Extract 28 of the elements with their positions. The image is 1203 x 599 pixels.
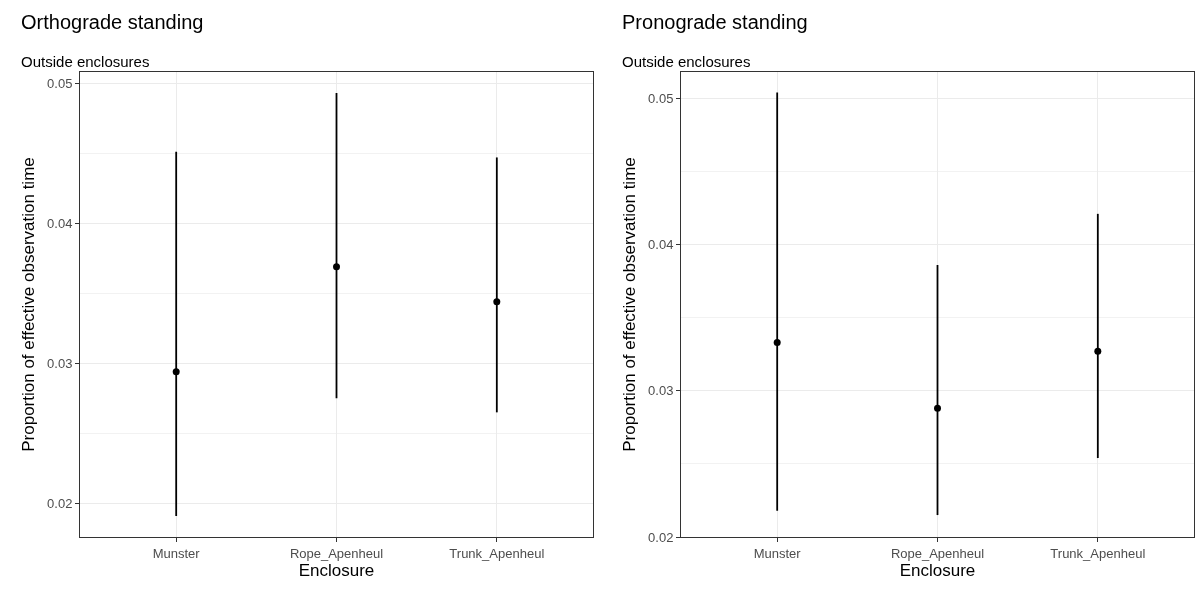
point (773, 339, 781, 347)
x-tick-label: Rope_Apenheul (289, 545, 384, 561)
y-tick-label: 0.03 (47, 355, 73, 371)
point (172, 368, 180, 376)
y-axis-title: Proportion of effective observation time (18, 157, 38, 452)
y-axis-title: Proportion of effective observation time (619, 157, 639, 452)
x-axis-title: Enclosure (298, 561, 375, 580)
point (1094, 347, 1102, 355)
x-tick-label: Rope_Apenheul (890, 545, 985, 561)
x-tick-label: Trunk_Apenheul (449, 545, 545, 561)
chart-title: Pronograde standing (622, 10, 808, 33)
point (934, 404, 941, 412)
chart-subtitle: Outside enclosures (622, 53, 751, 71)
x-axis-title: Enclosure (899, 561, 976, 580)
chart-title: Orthograde standing (21, 10, 204, 33)
y-tick-label: 0.02 (47, 495, 73, 511)
y-tick-label: 0.05 (648, 90, 674, 106)
y-tick-label: 0.05 (47, 75, 73, 91)
x-tick-label: Trunk_Apenheul (1050, 545, 1146, 561)
y-tick-label: 0.04 (648, 237, 674, 253)
chart-subtitle: Outside enclosures (21, 53, 150, 71)
y-tick-label: 0.03 (648, 383, 674, 399)
y-tick-label: 0.04 (47, 215, 73, 231)
point (333, 263, 340, 271)
x-tick-label: Munster (152, 545, 201, 561)
x-tick-label: Munster (753, 545, 802, 561)
y-tick-label: 0.02 (648, 529, 674, 545)
point (493, 298, 501, 306)
